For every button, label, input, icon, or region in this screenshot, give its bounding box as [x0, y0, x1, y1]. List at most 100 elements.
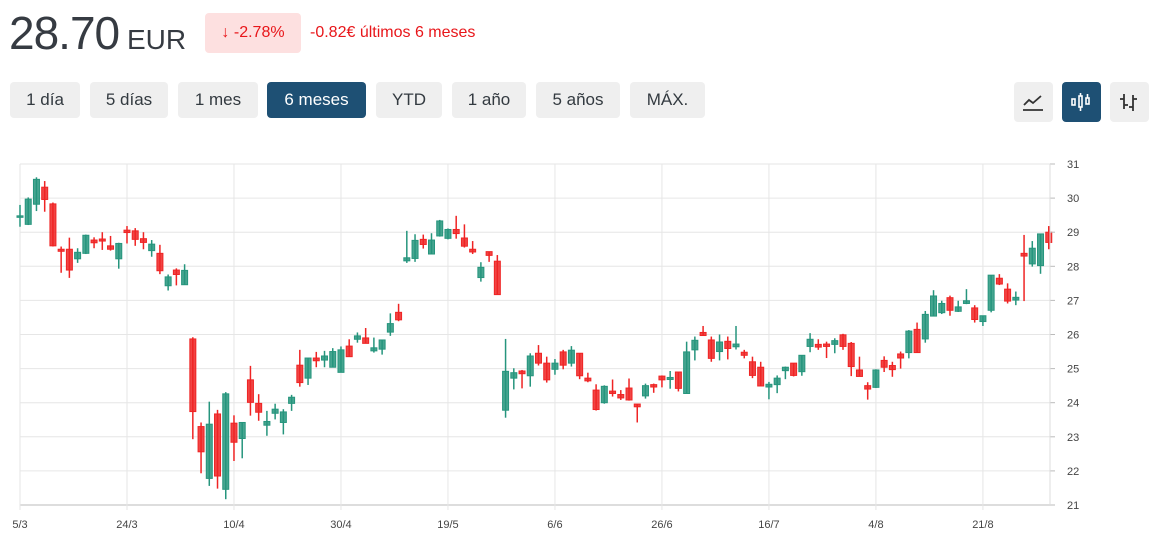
- candle-body: [954, 306, 962, 312]
- x-tick-label: 16/7: [758, 519, 779, 531]
- candle: [238, 421, 246, 459]
- range-button-max[interactable]: MÁX.: [630, 82, 705, 118]
- candle-body: [238, 421, 246, 440]
- candle-body: [82, 234, 90, 254]
- candle: [189, 337, 197, 440]
- candle: [345, 339, 353, 358]
- range-button-6-months[interactable]: 6 meses: [267, 82, 366, 118]
- candle: [502, 338, 510, 418]
- candle-body: [559, 351, 567, 366]
- candle: [691, 336, 699, 361]
- candle-body: [971, 307, 979, 320]
- candle: [98, 232, 106, 250]
- candle: [748, 356, 756, 379]
- candle: [156, 244, 164, 275]
- candle-body: [329, 351, 337, 368]
- candle: [477, 262, 485, 282]
- candle-body: [625, 387, 633, 401]
- candle-body: [428, 239, 435, 255]
- candle: [913, 322, 921, 354]
- range-button-1-day[interactable]: 1 día: [10, 82, 80, 118]
- candles: [16, 177, 1053, 500]
- candle-body: [74, 251, 82, 260]
- x-tick-label: 21/8: [972, 519, 993, 531]
- change-percent: -2.78%: [233, 24, 285, 41]
- candlestick-button[interactable]: [1062, 82, 1101, 122]
- candle-body: [214, 413, 222, 477]
- candle: [230, 415, 238, 462]
- candle: [864, 382, 872, 400]
- y-tick-label: 29: [1067, 227, 1079, 239]
- candle: [279, 409, 287, 435]
- range-button-ytd[interactable]: YTD: [376, 82, 442, 118]
- candle: [674, 371, 682, 392]
- candle-body: [1020, 252, 1028, 257]
- candle-body: [312, 357, 320, 362]
- candle-body: [156, 252, 164, 272]
- candle-body: [650, 384, 658, 388]
- candle: [1004, 283, 1012, 304]
- candle: [880, 356, 888, 373]
- candle: [543, 356, 551, 383]
- candle: [1028, 241, 1036, 267]
- candle: [1037, 233, 1045, 274]
- candle: [222, 392, 230, 500]
- candle: [82, 234, 90, 255]
- candle: [296, 349, 304, 387]
- candle-body: [576, 352, 584, 377]
- candle: [304, 357, 312, 385]
- candle: [872, 369, 880, 389]
- candle-body: [477, 266, 485, 279]
- candlestick-chart[interactable]: 21 22 23 24 25 26 27 28 29 30 31 5/3 24/3 10/4 30/4 19/…: [0, 150, 1158, 543]
- candle: [979, 315, 987, 326]
- arrow-down-icon: ↓: [221, 24, 230, 41]
- line-chart-button[interactable]: [1014, 82, 1053, 122]
- candle-body: [674, 371, 682, 389]
- candle: [641, 383, 649, 399]
- candle: [395, 303, 403, 322]
- candle: [181, 264, 189, 286]
- candle: [683, 341, 691, 394]
- candle: [823, 341, 831, 359]
- candle-body: [880, 359, 888, 368]
- candle: [370, 337, 378, 353]
- range-button-5-years[interactable]: 5 años: [536, 82, 620, 118]
- candle: [559, 349, 567, 370]
- candle-body: [370, 347, 378, 352]
- range-button-1-month[interactable]: 1 mes: [178, 82, 258, 118]
- candle: [921, 310, 929, 343]
- candle-body: [469, 248, 477, 253]
- candle: [148, 240, 156, 257]
- candle-body: [452, 228, 460, 235]
- candle: [469, 241, 477, 255]
- range-button-5-days[interactable]: 5 días: [90, 82, 168, 118]
- candle: [436, 219, 444, 237]
- candle-body: [567, 349, 575, 364]
- candle-body: [938, 302, 946, 314]
- candle: [609, 379, 617, 397]
- candle: [888, 361, 896, 377]
- candle-body: [16, 215, 24, 218]
- candle-body: [526, 355, 534, 377]
- candle-body: [222, 393, 230, 490]
- candle-body: [847, 342, 855, 368]
- x-tick-label: 10/4: [223, 519, 244, 531]
- ohlc-bars-button[interactable]: [1110, 82, 1149, 122]
- candle: [806, 333, 814, 353]
- candle-body: [707, 339, 715, 359]
- candle: [131, 228, 139, 246]
- candle: [666, 370, 674, 389]
- candle-body: [806, 338, 814, 347]
- candle: [576, 352, 584, 380]
- y-tick-label: 25: [1067, 364, 1079, 376]
- candle-body: [271, 408, 279, 414]
- y-tick-label: 28: [1067, 261, 1079, 273]
- candle: [460, 224, 468, 248]
- candle-body: [411, 239, 419, 259]
- range-button-1-year[interactable]: 1 año: [452, 82, 526, 118]
- candle: [205, 401, 213, 486]
- candle-body: [493, 260, 501, 296]
- candle-body: [748, 361, 756, 376]
- candle-body: [790, 362, 798, 376]
- y-tick-label: 27: [1067, 295, 1079, 307]
